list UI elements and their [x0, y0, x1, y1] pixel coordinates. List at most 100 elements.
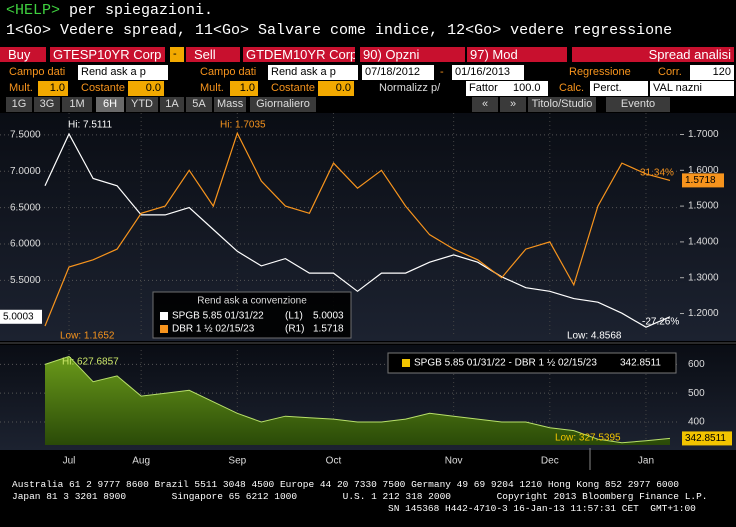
annotation: Hi: 7.5111 — [68, 120, 113, 131]
value-select[interactable]: VAL nazni — [650, 81, 734, 96]
legend-swatch — [160, 312, 168, 320]
range-button[interactable]: 3G — [34, 97, 60, 112]
y2-tick-label: 1.6000 — [688, 165, 719, 176]
last-value-box — [682, 173, 724, 188]
factor-label[interactable]: Fattor — [466, 81, 510, 96]
date-sep: - — [440, 66, 444, 78]
y-tick-label: 400 — [688, 417, 705, 428]
x-tick-label: Nov — [445, 456, 463, 467]
annotation: Hi: 1.7035 — [220, 120, 266, 131]
x-tick-label: Jul — [63, 456, 76, 467]
corr-window[interactable]: 120 — [690, 65, 734, 80]
chart: 5.5000 6.0000 6.5000 7.0000 7.5000 1.2000 1.30… — [0, 113, 736, 470]
range-button[interactable]: Evento — [606, 97, 670, 112]
legend-value: 5.0003 — [313, 311, 344, 322]
mult-label: Mult. — [9, 82, 33, 94]
last-value: 342.8511 — [685, 433, 726, 444]
options-menu[interactable]: 90) Opzni — [360, 47, 465, 62]
legend-swatch — [402, 359, 410, 367]
legend-box — [152, 291, 352, 339]
security-2[interactable]: GTDEM10YR Corp — [243, 47, 355, 62]
range-button[interactable]: « — [472, 97, 498, 112]
field-label: Campo dati — [200, 66, 257, 78]
mult-label: Mult. — [200, 82, 224, 94]
range-button[interactable]: Mass — [214, 97, 246, 112]
const-label: Costante — [81, 82, 126, 94]
calc-label: Calc. — [559, 82, 585, 94]
field-input[interactable]: Rend ask a p — [268, 65, 358, 80]
annotation: Low: 1.1652 — [60, 331, 115, 342]
factor-input[interactable]: 100.0 — [510, 81, 548, 96]
mult-input[interactable]: 1.0 — [230, 81, 258, 96]
buy-button[interactable]: Buy — [0, 47, 46, 62]
y-tick-label: 6.5000 — [10, 202, 41, 213]
annotation: Hi: 627.6857 — [62, 357, 119, 368]
range-button[interactable]: 1A — [160, 97, 184, 112]
legend-name: SPGB 5.85 01/31/22 - DBR 1 ½ 02/15/23 — [414, 358, 597, 369]
field-label: Campo dati — [9, 66, 66, 78]
range-button[interactable]: 6H — [96, 97, 124, 112]
help-text: per spiegazioni. — [69, 2, 214, 19]
range-button[interactable]: 5A — [186, 97, 212, 112]
legend-value: 342.8511 — [620, 358, 661, 369]
x-tick-label: Oct — [326, 456, 342, 467]
legend-name: SPGB 5.85 01/31/22 — [172, 311, 264, 322]
y-tick-label: 7.5000 — [10, 129, 41, 140]
series-line — [44, 132, 671, 328]
range-button[interactable]: YTD — [126, 97, 158, 112]
spread-analysis[interactable]: Spread analisi — [572, 47, 734, 62]
mult-input[interactable]: 1.0 — [38, 81, 68, 96]
commands: 1<Go> Vedere spread, 11<Go> Salvare come… — [6, 22, 673, 39]
calc-select[interactable]: Perct. — [590, 81, 648, 96]
legend-name: DBR 1 ½ 02/15/23 — [172, 324, 255, 335]
normalize-check[interactable]: Normalizz p/ — [379, 82, 441, 94]
y2-tick-label: 1.2000 — [688, 308, 719, 319]
y2-tick-label: 1.3000 — [688, 272, 719, 283]
const-label: Costante — [271, 82, 316, 94]
help-line: <HELP> per spiegazioni. — [6, 2, 213, 19]
legend-tag: (R1) — [285, 324, 304, 335]
regression-check[interactable]: Regressione — [569, 66, 631, 78]
sell-button[interactable]: Sell — [186, 47, 240, 62]
x-tick-label: Aug — [132, 456, 150, 467]
annotation: -27.26% — [642, 317, 679, 328]
annotation: 31.34% — [640, 168, 674, 179]
mode-menu[interactable]: 97) Mod — [467, 47, 567, 62]
range-button[interactable]: » — [500, 97, 526, 112]
y-tick-label: 7.0000 — [10, 166, 41, 177]
y2-tick-label: 1.4000 — [688, 237, 719, 248]
annotation: Low: 327.5395 — [555, 433, 621, 444]
legend-tag: (L1) — [285, 311, 303, 322]
range-button[interactable]: Giornaliero — [250, 97, 316, 112]
last-value: 1.5718 — [685, 175, 716, 186]
const-input[interactable]: 0.0 — [128, 81, 164, 96]
y-tick-label: 6.0000 — [10, 239, 41, 250]
range-button[interactable]: Titolo/Studio — [528, 97, 596, 112]
legend-box — [387, 352, 677, 374]
security-1[interactable]: GTESP10YR Corp — [50, 47, 165, 62]
y-tick-label: 600 — [688, 359, 705, 370]
start-date[interactable]: 07/18/2012 — [362, 65, 434, 80]
end-date[interactable]: 01/16/2013 — [452, 65, 524, 80]
y-tick-label: 500 — [688, 388, 705, 399]
minus-button[interactable]: - — [170, 47, 184, 62]
range-button[interactable]: 1M — [62, 97, 92, 112]
const-input[interactable]: 0.0 — [318, 81, 354, 96]
legend-title: Rend ask a convenzione — [197, 296, 307, 307]
field-input[interactable]: Rend ask a p — [78, 65, 168, 80]
help-key[interactable]: <HELP> — [6, 2, 61, 19]
legend-value: 1.5718 — [313, 324, 344, 335]
footer-line: Australia 61 2 9777 8600 Brazil 5511 304… — [12, 479, 680, 490]
range-button[interactable]: 1G — [6, 97, 32, 112]
footer-line: Japan 81 3 3201 8900 Singapore 65 6212 1… — [12, 491, 708, 502]
footer-line: SN 145368 H442-4710-3 16-Jan-13 11:57:31… — [388, 503, 696, 514]
annotation: Low: 4.8568 — [567, 331, 622, 342]
legend-swatch — [160, 325, 168, 333]
corr-check[interactable]: Corr. — [658, 66, 682, 78]
top-panel — [0, 113, 736, 341]
y2-tick-label: 1.7000 — [688, 129, 719, 140]
x-tick-label: Jan — [638, 456, 654, 467]
series-line — [44, 131, 671, 327]
x-tick-label: Dec — [541, 456, 559, 467]
